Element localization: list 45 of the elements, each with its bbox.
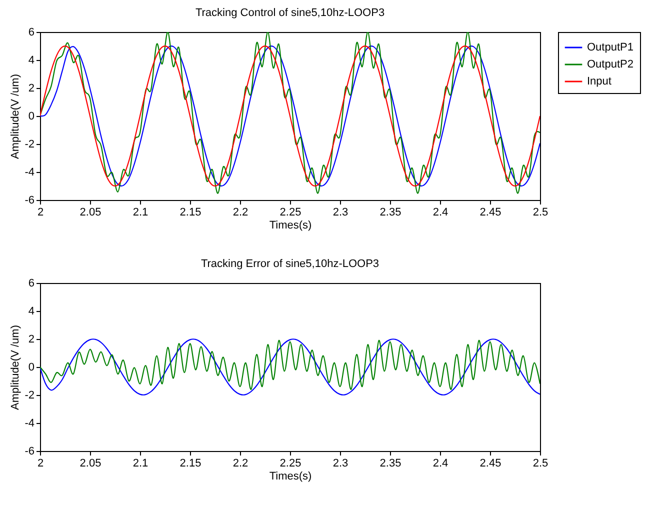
x-tick-label: 2.25	[280, 206, 302, 218]
y-tick-label: 2	[28, 82, 34, 94]
y-tick-label: -2	[24, 390, 34, 402]
x-tick-label: 2.05	[80, 458, 102, 470]
x-tick-label: 2.35	[380, 206, 402, 218]
y-tick-label: 4	[28, 306, 34, 318]
y-tick-label: -2	[24, 138, 34, 150]
x-tick-label: 2.2	[232, 458, 248, 470]
y-tick-label: -4	[24, 166, 34, 178]
x-tick-label: 2.5	[532, 206, 548, 218]
x-tick-label: 2.4	[432, 458, 448, 470]
x-tick-label: 2.1	[132, 458, 148, 470]
chart-title: Tracking Control of sine5,10hz-LOOP3	[195, 7, 385, 19]
x-axis-title: Times(s)	[269, 220, 312, 232]
legend-label: OutputP2	[587, 58, 634, 70]
x-tick-label: 2.3	[332, 458, 348, 470]
y-tick-label: 6	[28, 278, 34, 290]
x-tick-label: 2.15	[180, 458, 202, 470]
x-tick-label: 2.1	[132, 206, 148, 218]
y-tick-label: -4	[24, 418, 34, 430]
y-tick-label: 0	[28, 362, 34, 374]
y-tick-label: -6	[24, 194, 34, 206]
legend-label: OutputP1	[587, 42, 634, 54]
x-tick-label: 2	[37, 458, 44, 470]
x-tick-label: 2.3	[332, 206, 348, 218]
x-tick-label: 2	[37, 206, 44, 218]
x-tick-label: 2.05	[80, 206, 102, 218]
x-tick-label: 2.15	[180, 206, 202, 218]
legend-label: Input	[587, 76, 612, 88]
x-tick-label: 2.45	[480, 206, 502, 218]
x-tick-label: 2.45	[480, 458, 502, 470]
y-tick-label: 6	[28, 26, 34, 38]
y-axis-title: Amplitude(V /um)	[10, 74, 22, 159]
chart-title: Tracking Error of sine5,10hz-LOOP3	[200, 258, 380, 270]
y-tick-label: -6	[24, 446, 34, 458]
y-axis-title: Amplitude(V /um)	[10, 325, 22, 410]
x-tick-label: 2.2	[232, 206, 248, 218]
y-tick-label: 0	[28, 110, 34, 122]
x-tick-label: 2.4	[432, 206, 448, 218]
x-axis-title: Times(s)	[269, 470, 312, 482]
x-tick-label: 2.35	[380, 458, 402, 470]
y-tick-label: 2	[28, 334, 34, 346]
y-tick-label: 4	[28, 54, 34, 66]
x-tick-label: 2.5	[532, 458, 548, 470]
x-tick-label: 2.25	[280, 458, 302, 470]
